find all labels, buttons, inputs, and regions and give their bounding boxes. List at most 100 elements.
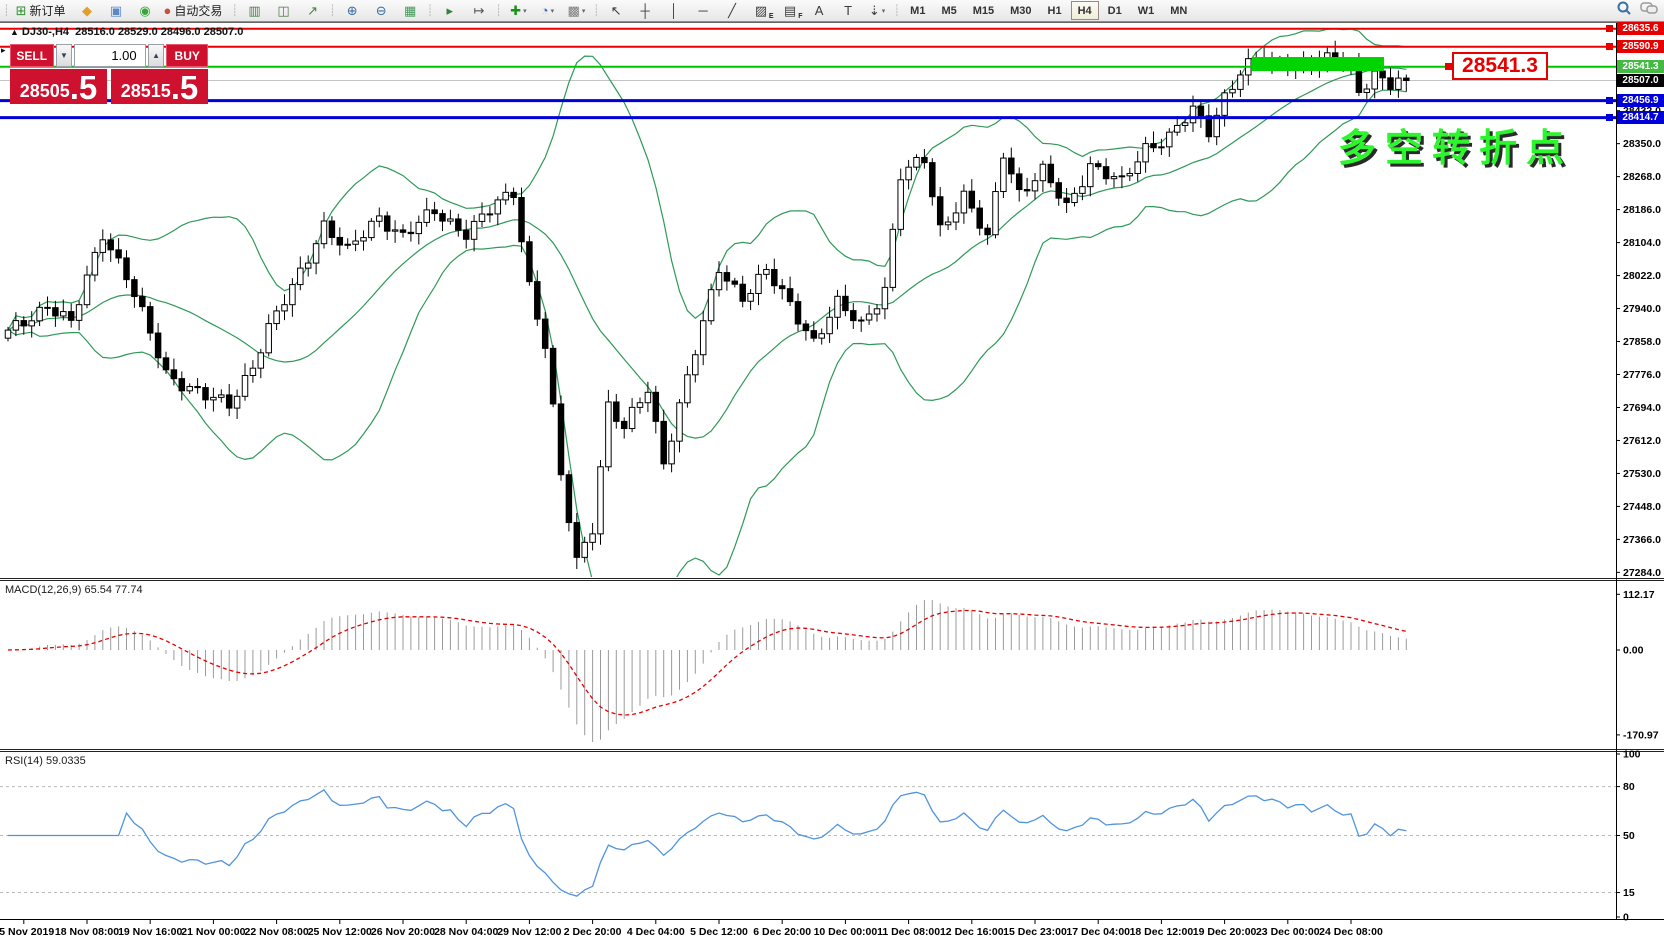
toolbar-group-handle: ┊ [3,5,10,17]
rsi-pane [0,786,1616,897]
trendline-icon: ╱ [728,3,736,18]
timeframe-w1-button[interactable]: W1 [1137,4,1155,17]
ohlc-values: 28516.0 28529.0 28496.0 28507.0 [75,26,244,38]
zoom-out-button[interactable]: ⊖ [368,0,395,21]
svg-text:-170.97: -170.97 [1623,729,1659,741]
crosshair-button[interactable]: ┼ [632,0,659,21]
timeframe-d1-button[interactable]: D1 [1107,4,1122,17]
timeframe-m30-button[interactable]: M30 [1010,4,1032,17]
chat-icon[interactable] [1640,0,1658,21]
autotrading-icon: ● [163,3,172,18]
line-chart-button[interactable]: ↗ [299,0,326,21]
svg-text:5 Dec 12:00: 5 Dec 12:00 [690,926,748,938]
horizontal-line-icon: ─ [698,3,708,18]
svg-text:112.17: 112.17 [1623,589,1655,601]
trendline-button[interactable]: ╱ [719,0,746,21]
text-label-button[interactable]: T [835,0,862,21]
sell-price-main: 28505 [19,81,70,101]
svg-text:18 Nov 08:00: 18 Nov 08:00 [55,926,119,938]
volume-increase-button[interactable]: ▲ [147,44,165,67]
price-tag: 28590.9 [1617,40,1664,54]
bar-chart-button[interactable]: ▥ [241,0,268,21]
candlestick-chart-button[interactable]: ◫ [270,0,297,21]
highlight-bar[interactable] [1252,57,1384,72]
new-order-button[interactable]: ⊞ 新订单 [13,0,72,21]
svg-text:22 Nov 08:00: 22 Nov 08:00 [244,926,308,938]
volume-input[interactable]: 1.00 [74,44,146,67]
cursor-icon: ↖ [610,3,622,18]
macd-label: MACD(12,26,9) 65.54 77.74 [5,584,143,596]
svg-text:27612.0: 27612.0 [1623,435,1661,447]
svg-text:26 Nov 20:00: 26 Nov 20:00 [371,926,435,938]
timeframe-m15-button[interactable]: M15 [972,4,995,17]
toolbar-group-handle: ┊ [592,5,600,17]
vertical-line-button[interactable]: │ [661,0,688,21]
timeframe-m5-button[interactable]: M5 [941,4,957,17]
tag-anchor-square [1606,97,1613,105]
timeframe-h1-button[interactable]: H1 [1047,4,1062,17]
volume-decrease-button[interactable]: ▼ [55,44,73,67]
horizontal-line-button[interactable]: ─ [690,0,717,21]
market-watch-button[interactable]: ◆ [74,0,101,21]
fibonacci-button[interactable]: ▤ F [777,0,804,21]
toolbar-group-handle: ┊ [231,5,239,17]
autotrading-button[interactable]: ● 自动交易 [161,0,229,21]
indicators-button[interactable]: ✚ ▾ [505,0,532,21]
equidistant-channel-button[interactable]: ▨ E [748,0,775,21]
pane-separator-rsi[interactable] [0,747,1664,753]
zoom-in-button[interactable]: ⊕ [339,0,366,21]
tag-anchor-square [1606,43,1613,51]
arrows-button[interactable]: ⇣ ▾ [864,0,891,21]
periods-dropdown-arrow[interactable]: ▾ [550,7,555,15]
svg-text:2 Dec 20:00: 2 Dec 20:00 [564,926,622,938]
annotation-text[interactable]: 多空转折点 [1338,128,1574,170]
timeframe-mn-button[interactable]: MN [1170,4,1188,17]
chart-shift-button[interactable]: ↦ [465,0,492,21]
buy-button[interactable]: BUY [166,44,208,67]
data-window-button[interactable]: ▣ [103,0,130,21]
price-tag: 28456.9 [1617,94,1664,108]
signals-button[interactable]: ◉ [132,0,159,21]
trade-panel-collapse-arrow[interactable]: ▸ [1,45,6,55]
svg-text:4 Dec 04:00: 4 Dec 04:00 [627,926,685,938]
auto-scroll-button[interactable]: ▸ [436,0,463,21]
bar-chart-icon: ▥ [248,3,261,18]
tile-windows-button[interactable]: ▦ [397,0,424,21]
text-icon: A [814,3,824,18]
crosshair-icon: ┼ [640,3,650,18]
periods-button[interactable]: ◔ ▾ [534,0,561,21]
sell-button[interactable]: SELL [10,44,54,67]
templates-button[interactable]: ▩ ▾ [563,0,590,21]
indicators-dropdown-arrow[interactable]: ▾ [523,7,527,15]
svg-text:27776.0: 27776.0 [1623,369,1661,381]
arrows-dropdown-arrow[interactable]: ▾ [881,7,886,15]
zoom-out-icon: ⊖ [375,3,387,18]
time-axis[interactable] [0,920,1664,945]
tag-anchor-square [1606,114,1613,122]
timeframe-m1-button[interactable]: M1 [910,4,926,17]
svg-text:23 Dec 00:00: 23 Dec 00:00 [1256,926,1320,938]
svg-text:27448.0: 27448.0 [1623,501,1661,513]
pane-separator-macd[interactable] [0,576,1664,582]
cursor-button[interactable]: ↖ [603,0,630,21]
auto-scroll-icon: ▸ [446,3,454,18]
macd-pane [7,599,1407,742]
price-callout[interactable]: 28541.3 [1452,52,1548,80]
svg-text:28022.0: 28022.0 [1623,270,1661,282]
timeframe-h4-button[interactable]: H4 [1070,1,1099,20]
line-chart-icon: ↗ [307,3,318,18]
toolbar-group-handle: ┊ [329,5,336,17]
sell-price-button[interactable]: 28505.5 [10,69,107,104]
svg-text:27940.0: 27940.0 [1623,303,1661,315]
search-icon[interactable] [1616,0,1632,21]
toolbar-group-handle: ┊ [426,5,434,17]
text-button[interactable]: A [806,0,833,21]
templates-dropdown-arrow[interactable]: ▾ [581,7,586,15]
buy-price-button[interactable]: 28515.5 [111,69,208,104]
price-tag: 28635.6 [1617,22,1664,36]
svg-text:19 Nov 16:00: 19 Nov 16:00 [118,926,182,938]
autotrading-label: 自动交易 [174,4,223,18]
main-pane [0,27,1616,577]
svg-text:80: 80 [1623,781,1635,793]
